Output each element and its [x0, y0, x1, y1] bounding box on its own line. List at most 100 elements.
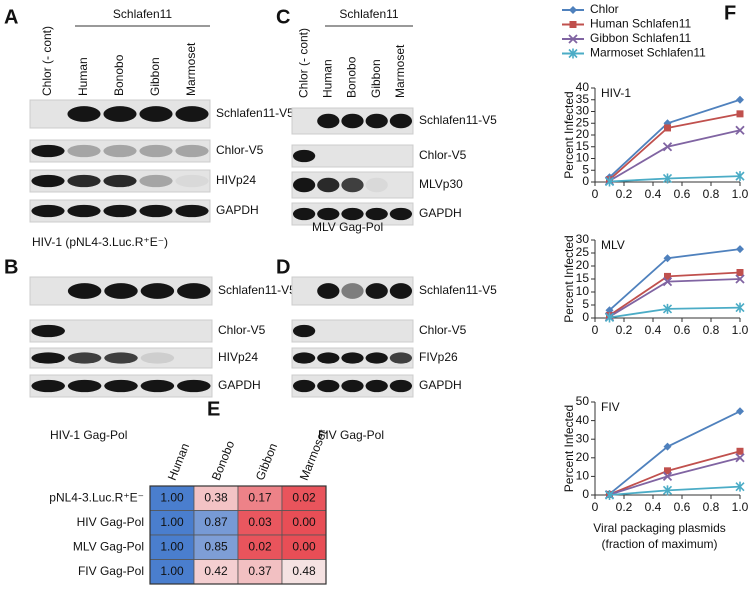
y-tick-label: 40 — [576, 413, 590, 427]
blot-band — [177, 379, 211, 393]
y-tick-label: 10 — [576, 151, 590, 165]
blot-band — [31, 379, 65, 393]
blot-band — [103, 144, 137, 158]
band-label: GAPDH — [218, 378, 261, 392]
lane-label: Marmoset — [184, 42, 198, 96]
blot-band — [317, 177, 340, 193]
blot-band — [104, 352, 138, 364]
panel-letter: E — [207, 398, 220, 420]
blot-band — [389, 207, 413, 221]
blot-band — [67, 174, 101, 188]
band-label: Schlafen11-V5 — [419, 283, 497, 297]
blot-band — [139, 204, 173, 218]
lane-label: Gibbon — [369, 59, 383, 98]
x-tick-label: 0.8 — [703, 323, 720, 337]
point — [604, 312, 615, 323]
x-tick-label: 0.2 — [616, 187, 633, 201]
cell-value: 1.00 — [160, 515, 184, 529]
y-tick-label: 50 — [576, 394, 590, 408]
y-tick-label: 20 — [576, 450, 590, 464]
y-tick-label: 10 — [576, 284, 590, 298]
y-tick-label: 40 — [576, 80, 590, 94]
blot-band — [365, 207, 388, 221]
cell-value: 0.48 — [292, 564, 316, 578]
y-tick-label: 0 — [582, 310, 589, 324]
y-tick-label: 30 — [576, 232, 590, 246]
point — [735, 171, 745, 182]
x-axis-label: (fraction of maximum) — [601, 537, 717, 551]
point — [736, 95, 744, 104]
blot-band — [341, 379, 364, 393]
blot-band — [103, 106, 137, 122]
blot-band — [67, 283, 102, 299]
band-label: HIVp24 — [218, 350, 258, 364]
y-tick-label: 30 — [576, 431, 590, 445]
x-tick-label: 1.0 — [732, 323, 749, 337]
blot-band — [31, 174, 65, 188]
blot-band — [104, 283, 138, 299]
y-axis-label: Percent Infected — [562, 91, 576, 178]
heatmap-cell — [193, 559, 239, 585]
y-tick-label: 5 — [582, 297, 589, 311]
point — [662, 471, 673, 482]
series-line — [608, 98, 741, 178]
series-line — [609, 278, 741, 318]
cell-value: 0.38 — [204, 490, 228, 504]
x-tick-label: 0.8 — [703, 500, 720, 514]
lane-label: Chlor (- cont) — [40, 26, 54, 96]
x-tick-label: 0 — [592, 323, 599, 337]
lane-label: Human — [320, 59, 334, 98]
legend-label: Human Schlafen11 — [590, 17, 692, 31]
blot-band — [103, 174, 137, 188]
chart-title: MLV — [601, 238, 625, 252]
blot-band — [140, 379, 175, 393]
band-label: Chlor-V5 — [419, 148, 467, 162]
panel-caption: MLV Gag-Pol — [312, 220, 383, 234]
y-tick-label: 15 — [576, 271, 590, 285]
blot-band — [31, 352, 65, 364]
blot-band — [365, 379, 388, 393]
blot-band — [67, 144, 101, 158]
blot-band — [139, 144, 173, 158]
y-tick-label: 20 — [576, 127, 590, 141]
heatmap-cell — [281, 485, 327, 511]
blot-band — [341, 177, 364, 193]
x-axis-label: Viral packaging plasmids — [593, 521, 726, 535]
panel-letter: D — [276, 256, 290, 278]
blot-band — [365, 283, 388, 299]
cell-value: 0.00 — [292, 515, 316, 529]
legend-label: Gibbon Schlafen11 — [590, 31, 692, 45]
x-tick-label: 0.6 — [674, 500, 691, 514]
heatmap-cell — [193, 485, 239, 511]
lane-label: Gibbon — [148, 57, 162, 96]
heatmap-border — [149, 485, 327, 585]
y-tick-label: 35 — [576, 92, 590, 106]
point — [664, 467, 671, 475]
band-label: Chlor-V5 — [216, 143, 264, 157]
cell-value: 0.87 — [204, 515, 228, 529]
blot-band — [341, 283, 364, 299]
panel-caption: HIV-1 (pNL4-3.Luc.R⁺E⁻) — [32, 235, 168, 249]
legend-label: Marmoset Schlafen11 — [590, 46, 706, 60]
blot-band — [67, 379, 102, 393]
point — [736, 407, 744, 416]
point — [604, 490, 615, 500]
column-label: Bonobo — [209, 438, 238, 482]
point — [735, 481, 745, 492]
x-tick-label: 1.0 — [732, 500, 749, 514]
blot-band — [389, 379, 413, 393]
lane-label: Bonobo — [345, 56, 359, 98]
x-tick-label: 0.4 — [645, 187, 662, 201]
blot-band — [177, 283, 211, 299]
blot-band — [365, 113, 388, 129]
y-tick-label: 25 — [576, 115, 590, 129]
point — [735, 453, 745, 463]
band-label: Schlafen11-V5 — [419, 113, 497, 127]
blot-band — [103, 204, 137, 218]
lane-label: Chlor (- cont) — [296, 28, 310, 98]
point — [662, 485, 673, 496]
blot-band — [341, 113, 364, 129]
blot-band — [140, 352, 175, 364]
cell-value: 0.85 — [204, 539, 228, 553]
